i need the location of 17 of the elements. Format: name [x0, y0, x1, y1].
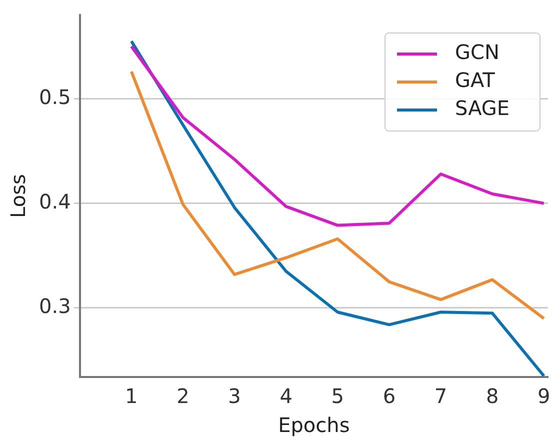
y-tick-label: 0.5 [38, 84, 71, 109]
x-axis-title: Epochs [278, 413, 350, 438]
x-tick-label: 8 [486, 384, 499, 408]
y-tick-label: 0.3 [38, 294, 71, 318]
x-tick-label: 2 [176, 384, 190, 408]
x-tick-label: 1 [125, 384, 138, 408]
x-tick-label: 6 [382, 384, 396, 408]
legend-label: GCN [455, 40, 500, 64]
y-tick-label: 0.4 [38, 190, 71, 214]
y-axis-title: Loss [6, 174, 30, 218]
legend-label: SAGE [455, 96, 510, 120]
x-tick-label: 3 [228, 384, 241, 408]
x-tick-label: 5 [331, 384, 344, 408]
legend-label: GAT [455, 68, 496, 92]
x-tick-label: 4 [280, 384, 292, 408]
x-tick-label: 9 [538, 384, 550, 408]
x-tick-label: 7 [434, 384, 448, 408]
